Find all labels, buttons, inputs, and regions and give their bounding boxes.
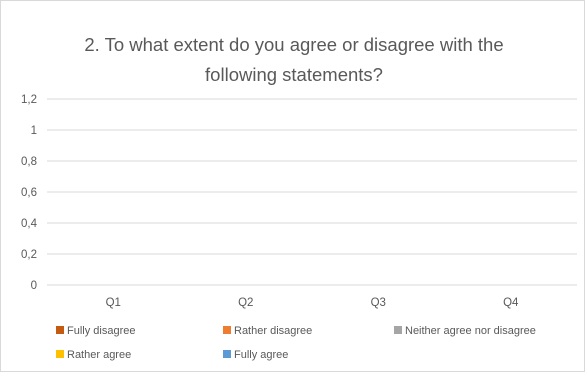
legend: Fully disagree Rather disagree Neither agr…: [56, 325, 536, 361]
legend-swatch: [223, 326, 231, 334]
y-tick-label: 0,8: [21, 156, 37, 168]
legend-label: Fully agree: [234, 349, 288, 361]
legend-label: Rather agree: [67, 349, 131, 361]
legend-label: Neither agree nor disagree: [405, 325, 536, 337]
legend-swatch: [394, 326, 402, 334]
legend-label: Rather disagree: [234, 325, 312, 337]
y-tick-label: 1,2: [21, 94, 37, 106]
legend-item: Fully agree: [223, 349, 288, 361]
x-tick-label: Q2: [238, 297, 253, 309]
legend-item: Neither agree nor disagree: [394, 325, 536, 337]
y-tick-label: 0,4: [21, 218, 38, 230]
legend-item: Fully disagree: [56, 325, 135, 337]
gridlines: [47, 98, 577, 286]
legend-label: Fully disagree: [67, 325, 135, 337]
legend-swatch: [56, 326, 64, 334]
x-tick-label: Q1: [106, 297, 121, 309]
y-axis-labels: 0 0,2 0,4 0,6 0,8 1 1,2: [21, 94, 38, 292]
chart-title-line-2: following statements?: [205, 64, 383, 85]
x-tick-label: Q4: [503, 297, 519, 309]
y-tick-label: 0,6: [21, 187, 37, 199]
x-tick-label: Q3: [371, 297, 386, 309]
legend-swatch: [223, 350, 231, 358]
x-axis-labels: Q1 Q2 Q3 Q4: [106, 297, 519, 309]
legend-swatch: [56, 350, 64, 358]
legend-item: Rather disagree: [223, 325, 312, 337]
chart-title-line-1: 2. To what extent do you agree or disagr…: [84, 34, 503, 55]
y-tick-label: 0: [31, 280, 37, 292]
y-tick-label: 0,2: [21, 249, 37, 261]
y-tick-label: 1: [31, 125, 37, 137]
legend-item: Rather agree: [56, 349, 131, 361]
